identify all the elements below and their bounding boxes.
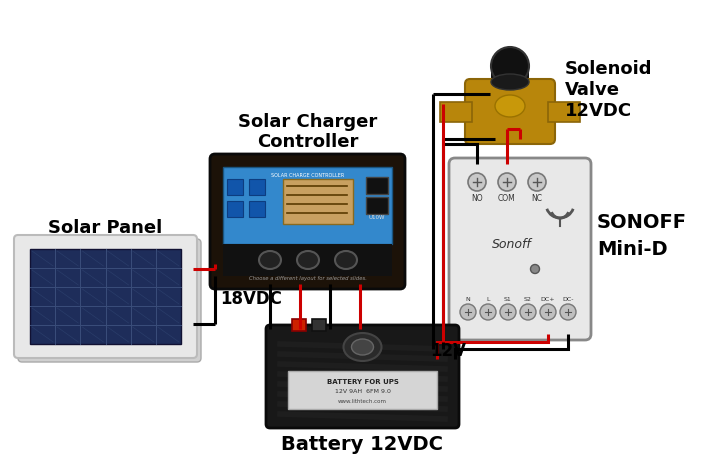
Text: 12V: 12V — [430, 341, 466, 359]
Bar — [491, 67, 529, 95]
Text: Choose a different layout for selected slides.: Choose a different layout for selected s… — [248, 276, 366, 281]
Text: DC+: DC+ — [541, 297, 555, 302]
Text: U10W: U10W — [369, 215, 385, 220]
FancyBboxPatch shape — [449, 159, 591, 340]
Text: 18VDC: 18VDC — [220, 289, 282, 307]
Bar — [312, 319, 326, 331]
Ellipse shape — [460, 304, 476, 320]
Text: N: N — [466, 297, 470, 302]
Ellipse shape — [343, 333, 382, 361]
Ellipse shape — [531, 265, 539, 274]
Ellipse shape — [560, 304, 576, 320]
Ellipse shape — [351, 339, 374, 355]
Ellipse shape — [540, 304, 556, 320]
Text: NC: NC — [531, 194, 542, 203]
Bar — [366, 198, 388, 215]
Text: SOLAR CHARGE CONTROLLER: SOLAR CHARGE CONTROLLER — [271, 173, 344, 178]
Text: COM: COM — [498, 194, 516, 203]
Ellipse shape — [528, 174, 546, 192]
Bar — [249, 179, 265, 196]
Ellipse shape — [491, 75, 529, 91]
Ellipse shape — [297, 251, 319, 269]
Text: NO: NO — [471, 194, 483, 203]
Bar — [223, 168, 392, 245]
Bar — [366, 178, 388, 195]
Ellipse shape — [468, 174, 486, 192]
Ellipse shape — [495, 96, 525, 118]
Bar — [288, 371, 437, 409]
Ellipse shape — [491, 48, 529, 86]
Text: DC-: DC- — [562, 297, 574, 302]
Bar — [548, 103, 580, 123]
Text: Sonoff: Sonoff — [492, 238, 532, 251]
Text: Solenoid
Valve
12VDC: Solenoid Valve 12VDC — [565, 60, 652, 119]
Bar — [223, 245, 392, 277]
Bar — [283, 179, 353, 225]
FancyBboxPatch shape — [465, 80, 555, 145]
Ellipse shape — [335, 251, 357, 269]
Ellipse shape — [480, 304, 496, 320]
Text: SONOFF: SONOFF — [597, 213, 687, 232]
Text: S1: S1 — [504, 297, 512, 302]
Text: S2: S2 — [524, 297, 532, 302]
Text: Mini-D: Mini-D — [597, 240, 667, 259]
Bar — [227, 179, 243, 196]
Ellipse shape — [500, 304, 516, 320]
Bar — [30, 249, 181, 344]
Text: L: L — [486, 297, 490, 302]
Bar — [292, 319, 306, 331]
Text: Battery 12VDC: Battery 12VDC — [282, 435, 444, 454]
Ellipse shape — [259, 251, 281, 269]
Bar — [440, 103, 472, 123]
Text: www.lithtech.com: www.lithtech.com — [338, 399, 387, 404]
Ellipse shape — [520, 304, 536, 320]
FancyBboxPatch shape — [210, 155, 405, 289]
Bar — [249, 201, 265, 218]
Text: Solar Charger
Controller: Solar Charger Controller — [238, 112, 377, 151]
FancyBboxPatch shape — [18, 239, 201, 362]
Text: BATTERY FOR UPS: BATTERY FOR UPS — [327, 378, 398, 384]
Text: Solar Panel: Solar Panel — [48, 218, 163, 237]
Ellipse shape — [498, 174, 516, 192]
Bar — [227, 201, 243, 218]
FancyBboxPatch shape — [266, 325, 459, 428]
FancyBboxPatch shape — [14, 236, 197, 358]
Text: 12V 9AH  6FM 9.0: 12V 9AH 6FM 9.0 — [335, 389, 390, 394]
